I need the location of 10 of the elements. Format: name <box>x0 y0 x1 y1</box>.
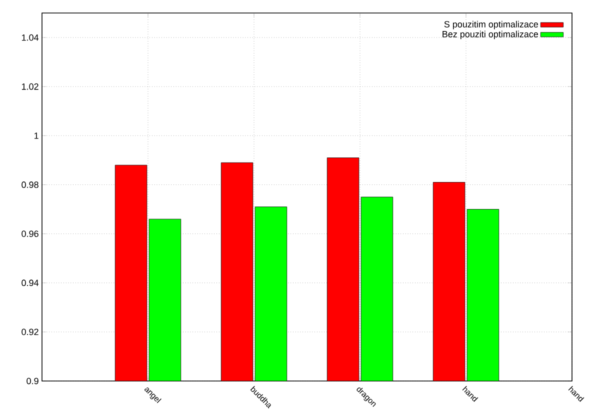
y-tick-label: 0.9 <box>26 378 38 384</box>
y-tick-label: 0.98 <box>22 182 38 188</box>
y-tick-label: 1.04 <box>22 34 39 41</box>
legend-label: S pouzitim optimalizace <box>444 20 538 30</box>
y-tick-label: 0.92 <box>22 328 38 336</box>
y-tick-label: 0.94 <box>22 280 39 286</box>
y-tick-label: 0.96 <box>22 230 38 237</box>
legend-label: Bez pouziti optimalizace <box>442 30 538 40</box>
y-tick-label: 1 <box>34 132 38 139</box>
y-tick-label: 1.02 <box>22 83 38 90</box>
